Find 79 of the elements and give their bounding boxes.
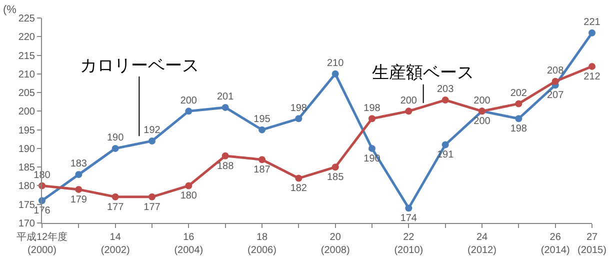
point bbox=[75, 171, 82, 178]
data-label: 208 bbox=[546, 65, 564, 76]
point bbox=[368, 144, 376, 152]
point bbox=[405, 108, 412, 115]
y-tick-label: 225 bbox=[18, 14, 36, 24]
data-label: 174 bbox=[400, 212, 418, 224]
y-tick-label: 190 bbox=[18, 144, 36, 155]
x-tick-label: 14 (2002) bbox=[100, 232, 130, 256]
y-axis-title: (% bbox=[3, 4, 17, 16]
point bbox=[112, 193, 119, 200]
x-tick-label: 平成12年度 (2000) bbox=[16, 231, 68, 256]
data-label: 203 bbox=[436, 84, 454, 96]
point bbox=[258, 126, 266, 134]
data-label: 198 bbox=[364, 102, 381, 114]
point bbox=[588, 62, 596, 70]
point bbox=[222, 152, 229, 160]
point bbox=[185, 108, 192, 115]
data-label: 177 bbox=[106, 202, 124, 213]
point bbox=[185, 182, 192, 190]
point bbox=[295, 115, 302, 122]
data-label: 221 bbox=[584, 17, 601, 28]
point bbox=[148, 138, 156, 144]
point bbox=[442, 96, 449, 104]
data-label: 192 bbox=[144, 125, 161, 136]
series-label: 生産額ベース bbox=[372, 63, 474, 82]
data-label: 195 bbox=[254, 114, 271, 125]
point bbox=[515, 100, 522, 108]
data-label: 182 bbox=[290, 183, 308, 194]
x-tick-label: 22 (2010) bbox=[394, 232, 424, 256]
data-label: 198 bbox=[290, 102, 308, 114]
data-label: 177 bbox=[144, 202, 161, 213]
y-tick-label: 210 bbox=[18, 69, 36, 80]
data-label: 180 bbox=[180, 190, 198, 202]
data-label: 187 bbox=[254, 164, 271, 176]
point bbox=[258, 156, 266, 164]
point bbox=[588, 29, 596, 36]
data-label: 210 bbox=[326, 58, 344, 70]
data-label: 200 bbox=[400, 95, 418, 106]
y-tick-label: 170 bbox=[18, 218, 36, 230]
y-tick-label: 205 bbox=[18, 88, 36, 100]
y-tick-label: 200 bbox=[18, 106, 36, 118]
x-tick-label: 16 (2004) bbox=[174, 232, 204, 256]
data-label: 200 bbox=[474, 95, 491, 106]
data-label: 179 bbox=[70, 194, 88, 206]
y-tick-label: 185 bbox=[18, 162, 36, 174]
point bbox=[442, 141, 449, 148]
x-tick-label: 24 (2012) bbox=[468, 232, 496, 256]
data-label: 202 bbox=[510, 88, 528, 99]
y-tick-label: 180 bbox=[18, 181, 36, 192]
point bbox=[515, 115, 522, 122]
data-label: 212 bbox=[584, 71, 601, 82]
data-label: 183 bbox=[70, 158, 88, 170]
data-label: 190 bbox=[106, 132, 124, 144]
y-tick-label: 220 bbox=[18, 32, 36, 44]
point bbox=[368, 115, 376, 122]
point bbox=[332, 70, 339, 78]
data-label: 198 bbox=[510, 124, 528, 135]
point bbox=[112, 144, 119, 152]
point bbox=[148, 193, 156, 200]
text: カロリーベース bbox=[80, 56, 199, 75]
y-tick-label: 195 bbox=[18, 125, 36, 136]
point bbox=[405, 204, 412, 212]
data-label: 207 bbox=[546, 90, 564, 101]
x-tick-label: 26 (2014) bbox=[540, 232, 570, 256]
x-tick-label: 18 (2006) bbox=[248, 232, 276, 256]
y-tick-label: 215 bbox=[18, 50, 36, 62]
point bbox=[222, 104, 229, 111]
point bbox=[75, 186, 82, 193]
data-label: 188 bbox=[216, 160, 234, 172]
point bbox=[552, 78, 559, 85]
point bbox=[295, 174, 302, 182]
data-label: 200 bbox=[180, 95, 198, 106]
data-label: 200 bbox=[474, 116, 491, 128]
y-tick-label: 175 bbox=[18, 200, 36, 211]
x-tick-label: 20 (2008) bbox=[320, 232, 350, 256]
data-label: 185 bbox=[326, 172, 344, 183]
data-label: 201 bbox=[216, 92, 234, 103]
x-tick-label: 27 (2015) bbox=[578, 232, 606, 256]
point bbox=[332, 164, 339, 171]
